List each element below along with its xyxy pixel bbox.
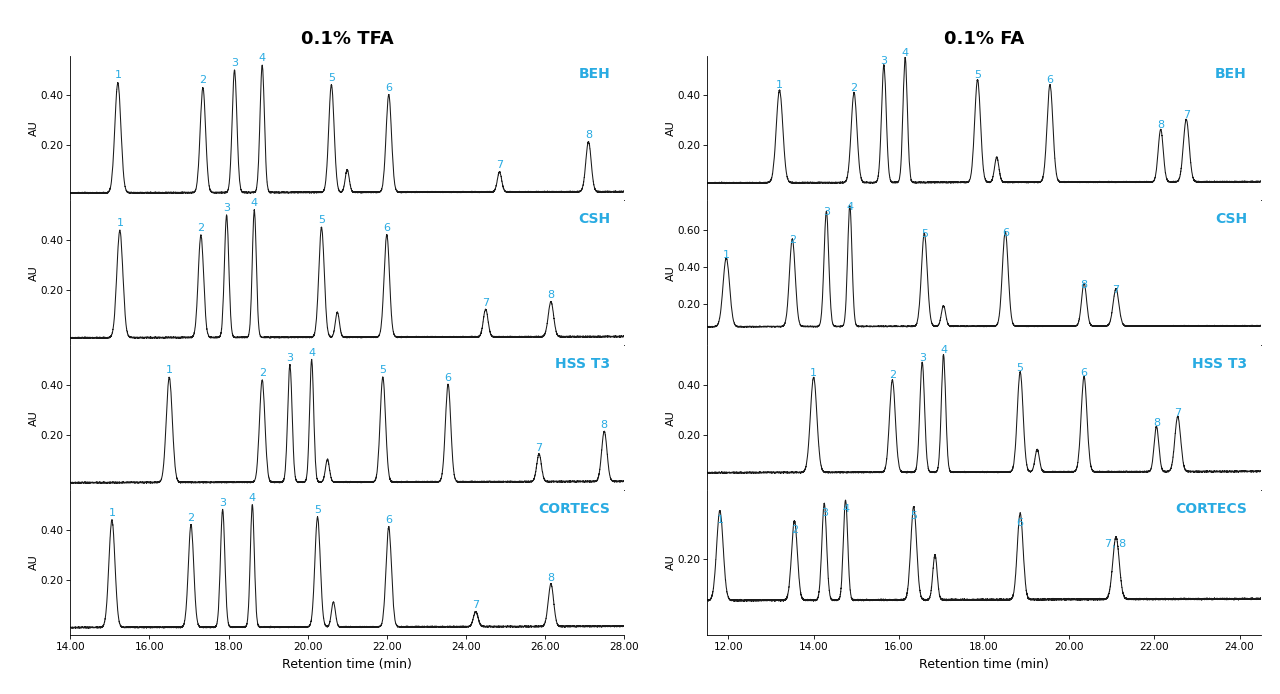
Text: 4: 4	[842, 505, 849, 514]
Text: 7: 7	[1183, 110, 1190, 121]
Text: 5: 5	[1016, 363, 1024, 373]
Text: 7, 8: 7, 8	[1106, 539, 1126, 549]
Text: 6: 6	[1080, 368, 1088, 378]
Text: 1: 1	[116, 218, 123, 228]
Text: 2: 2	[850, 83, 858, 93]
Text: 8: 8	[548, 573, 554, 582]
Text: 8: 8	[1157, 121, 1165, 130]
Title: 0.1% TFA: 0.1% TFA	[301, 31, 393, 49]
Text: BEH: BEH	[1215, 67, 1247, 81]
Text: 2: 2	[259, 368, 266, 378]
Text: 8: 8	[548, 290, 554, 301]
Text: HSS T3: HSS T3	[1192, 357, 1247, 371]
Text: 2: 2	[788, 235, 796, 245]
Text: 4: 4	[259, 53, 266, 63]
Text: CSH: CSH	[579, 212, 611, 226]
X-axis label: Retention time (min): Retention time (min)	[919, 657, 1048, 670]
Text: 1: 1	[109, 507, 115, 518]
Text: 3: 3	[287, 353, 293, 363]
Text: 1: 1	[717, 515, 723, 525]
Text: 3: 3	[823, 207, 829, 217]
Text: 6: 6	[1047, 76, 1053, 85]
Text: 4: 4	[901, 48, 909, 58]
Text: HSS T3: HSS T3	[556, 357, 611, 371]
Y-axis label: AU: AU	[666, 265, 676, 280]
Title: 0.1% FA: 0.1% FA	[943, 31, 1024, 49]
Text: 7: 7	[495, 160, 503, 171]
Y-axis label: AU: AU	[29, 410, 40, 425]
Text: 6: 6	[383, 223, 390, 233]
Text: 3: 3	[881, 56, 887, 65]
Y-axis label: AU: AU	[666, 555, 676, 570]
Text: 1: 1	[810, 368, 817, 378]
Text: 8: 8	[1153, 418, 1160, 428]
Text: 6: 6	[1002, 228, 1009, 237]
Text: CORTECS: CORTECS	[539, 502, 611, 516]
Y-axis label: AU: AU	[29, 265, 40, 280]
Text: 7: 7	[535, 443, 543, 452]
Text: 5: 5	[910, 511, 918, 521]
Text: 2: 2	[888, 370, 896, 380]
Text: 5: 5	[379, 365, 387, 375]
Text: 4: 4	[940, 345, 947, 355]
Text: 3: 3	[820, 508, 828, 518]
Text: 8: 8	[600, 420, 608, 430]
Text: CORTECS: CORTECS	[1175, 502, 1247, 516]
Text: 3: 3	[230, 58, 238, 68]
Text: 4: 4	[251, 198, 257, 208]
Text: 2: 2	[791, 525, 797, 535]
Text: 1: 1	[776, 81, 783, 90]
Text: 3: 3	[219, 498, 227, 507]
Text: 8: 8	[585, 130, 593, 140]
Text: 2: 2	[187, 513, 195, 523]
Text: 1: 1	[114, 71, 122, 81]
Text: 5: 5	[974, 71, 980, 81]
Text: 6: 6	[1016, 518, 1024, 528]
Y-axis label: AU: AU	[29, 555, 40, 570]
Text: 5: 5	[317, 215, 325, 226]
X-axis label: Retention time (min): Retention time (min)	[283, 657, 412, 670]
Text: 5: 5	[328, 73, 335, 83]
Text: 7: 7	[1112, 285, 1120, 295]
Text: 5: 5	[920, 230, 928, 239]
Y-axis label: AU: AU	[666, 410, 676, 425]
Text: 2: 2	[197, 223, 205, 233]
Text: CSH: CSH	[1215, 212, 1247, 226]
Text: 4: 4	[248, 493, 256, 502]
Text: 7: 7	[472, 600, 479, 610]
Text: 4: 4	[846, 201, 854, 212]
Text: 7: 7	[483, 298, 489, 308]
Text: 1: 1	[166, 365, 173, 375]
Text: 7: 7	[1174, 407, 1181, 418]
Text: 2: 2	[200, 76, 206, 85]
Text: 6: 6	[444, 373, 452, 382]
Text: BEH: BEH	[579, 67, 611, 81]
Text: 5: 5	[314, 505, 321, 515]
Y-axis label: AU: AU	[666, 120, 676, 136]
Text: 8: 8	[1080, 280, 1088, 289]
Text: 6: 6	[385, 83, 392, 93]
Text: 1: 1	[723, 250, 730, 260]
Text: 6: 6	[385, 515, 392, 525]
Y-axis label: AU: AU	[29, 120, 40, 136]
Text: 4: 4	[308, 348, 315, 357]
Text: 3: 3	[223, 203, 230, 213]
Text: 3: 3	[919, 353, 925, 363]
